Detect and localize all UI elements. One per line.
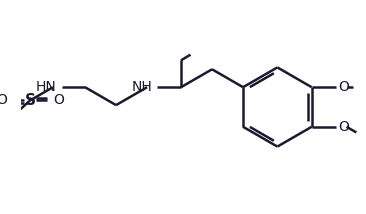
Text: O: O	[338, 80, 349, 94]
Text: O: O	[53, 93, 64, 107]
Text: HN: HN	[36, 80, 57, 94]
Text: O: O	[0, 93, 7, 107]
Text: S: S	[25, 93, 36, 108]
Text: NH: NH	[132, 80, 153, 94]
Text: O: O	[338, 120, 349, 134]
